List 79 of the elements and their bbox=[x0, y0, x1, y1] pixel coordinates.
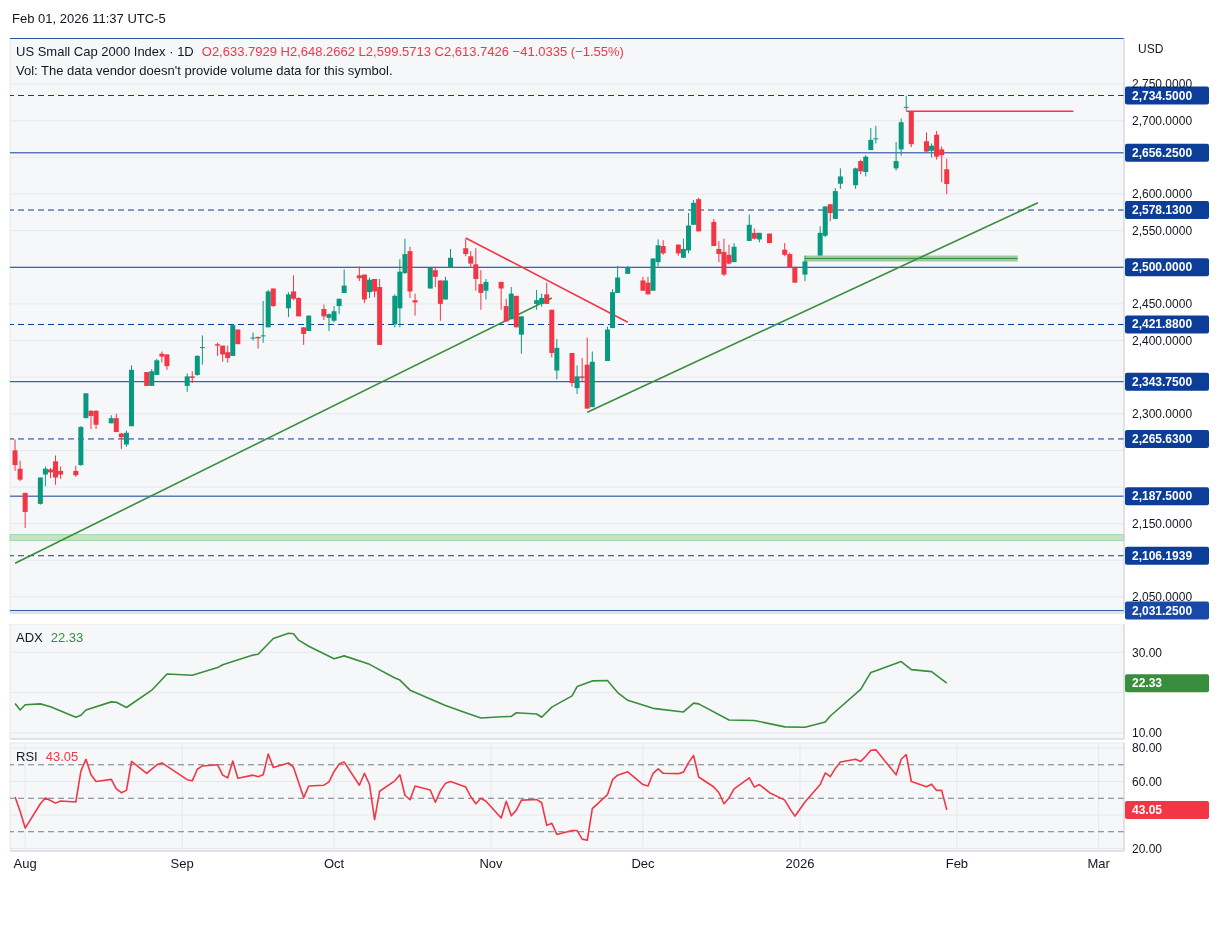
candlestick bbox=[260, 300, 266, 344]
candlestick bbox=[199, 334, 205, 366]
annotation: Vol: The data vendor doesn't provide volume data for this symbol. bbox=[16, 62, 394, 80]
candlestick bbox=[544, 282, 550, 305]
chart-subtitle: Feb 01, 2026 11:37 UTC-5 bbox=[11, 10, 167, 28]
ref-line-label: 2,421.8800 bbox=[1132, 317, 1193, 332]
candlestick bbox=[483, 278, 489, 300]
candlestick bbox=[366, 277, 372, 299]
candlestick bbox=[893, 141, 899, 172]
text: RSI bbox=[16, 749, 38, 764]
x-tick-label: Feb bbox=[945, 856, 969, 872]
ref-line-label: 2,106.1939 bbox=[1132, 548, 1193, 563]
candlestick bbox=[903, 95, 909, 112]
text: 22.33 bbox=[1132, 676, 1163, 691]
ref-line-label: 2,343.7500 bbox=[1132, 374, 1193, 389]
candlestick bbox=[321, 304, 327, 321]
candlestick bbox=[478, 269, 484, 311]
y-tick-label: 20.00 bbox=[1132, 841, 1163, 856]
candlestick bbox=[518, 315, 524, 355]
candlestick bbox=[746, 214, 752, 242]
y-tick-label: 2,450.0000 bbox=[1132, 297, 1193, 312]
candlestick bbox=[22, 492, 28, 529]
candlestick bbox=[341, 268, 347, 294]
y-tick-label: 60.00 bbox=[1132, 774, 1163, 789]
x-tick-label: Mar bbox=[1087, 856, 1111, 872]
candlestick bbox=[863, 154, 869, 177]
line-series bbox=[14, 749, 948, 842]
candlestick bbox=[194, 354, 200, 377]
ref-line-label: 2,187.5000 bbox=[1132, 489, 1193, 504]
candlestick bbox=[934, 130, 940, 161]
candlestick bbox=[285, 291, 291, 318]
ref-line-label: 2,656.2500 bbox=[1132, 145, 1193, 160]
ref-line-label: 2,500.0000 bbox=[1132, 260, 1193, 275]
x-tick-label: 2026 bbox=[785, 856, 815, 872]
candlestick bbox=[554, 338, 560, 380]
x-tick-label: Aug bbox=[13, 856, 37, 872]
y-tick-label: 10.00 bbox=[1132, 726, 1163, 741]
text: 43.05 bbox=[1132, 802, 1163, 817]
ref-line-label: 2,031.2500 bbox=[1132, 603, 1193, 618]
candlestick bbox=[574, 364, 580, 395]
y-tick-label: 80.00 bbox=[1132, 741, 1163, 756]
candlestick bbox=[427, 267, 433, 290]
candlestick bbox=[432, 267, 438, 288]
ref-line-label: 2,578.1300 bbox=[1132, 203, 1193, 218]
y-tick-label: 2,600.0000 bbox=[1132, 187, 1193, 202]
candlestick bbox=[802, 255, 808, 282]
x-tick-label: Dec bbox=[631, 856, 656, 872]
text: US Small Cap 2000 Index · 1D bbox=[16, 44, 194, 59]
candlestick bbox=[437, 279, 443, 322]
candlestick bbox=[412, 293, 418, 317]
candlestick bbox=[944, 158, 950, 195]
y-tick-label: 2,700.0000 bbox=[1132, 114, 1193, 129]
y-tick-label: 2,400.0000 bbox=[1132, 333, 1193, 348]
candlestick bbox=[184, 372, 190, 393]
candlestick bbox=[473, 247, 479, 292]
ref-line-label: 2,265.6300 bbox=[1132, 431, 1193, 446]
candlestick bbox=[691, 199, 697, 226]
candlestick bbox=[42, 466, 48, 487]
candlestick bbox=[873, 125, 879, 144]
text: ADX bbox=[16, 630, 43, 645]
candlestick bbox=[534, 289, 540, 311]
y-tick-label: 2,300.0000 bbox=[1132, 407, 1193, 422]
annotation: 43.05 bbox=[45, 749, 79, 764]
candlestick bbox=[250, 331, 256, 342]
candlestick bbox=[837, 167, 843, 190]
annotation: O2,633.7929 H2,648.2662 L2,599.5713 C2,613.7426 −41.0335 (−1.55%) bbox=[201, 44, 624, 59]
y-tick-label: 2,150.0000 bbox=[1132, 516, 1193, 531]
x-tick-label: Nov bbox=[479, 856, 504, 872]
x-tick-label: Oct bbox=[323, 856, 345, 872]
y-tick-label: 2,550.0000 bbox=[1132, 223, 1193, 238]
annotation: 22.33 bbox=[50, 630, 84, 645]
candlestick bbox=[159, 351, 165, 363]
y-tick-label: 30.00 bbox=[1132, 645, 1163, 660]
x-tick-label: Sep bbox=[170, 856, 194, 872]
candlestick bbox=[498, 281, 504, 311]
line-series bbox=[14, 632, 948, 729]
ref-line-label: 2,734.5000 bbox=[1132, 88, 1193, 103]
y-axis-title: USD bbox=[1138, 42, 1164, 56]
y-tick-label: 2,050.0000 bbox=[1132, 590, 1193, 605]
